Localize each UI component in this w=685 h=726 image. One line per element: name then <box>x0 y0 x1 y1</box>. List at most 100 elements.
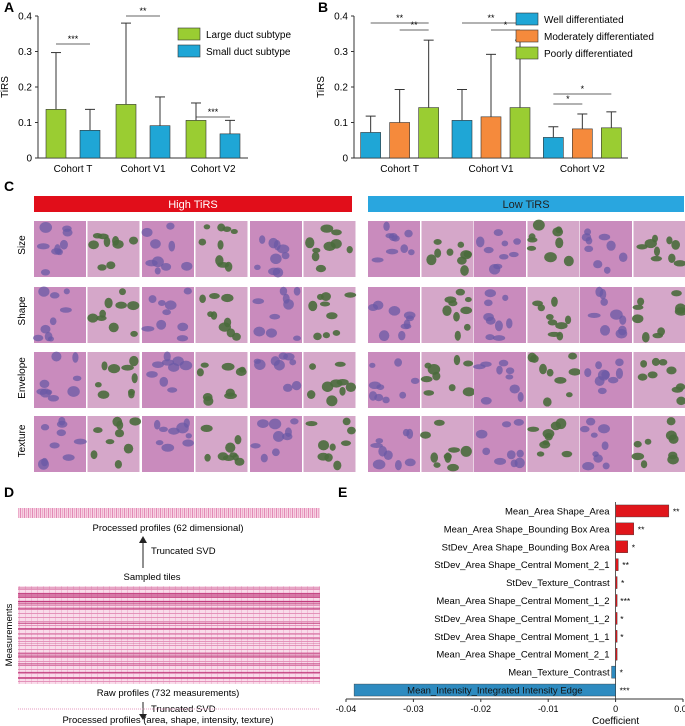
segmented-nucleus <box>658 359 668 366</box>
segmented-nucleus <box>333 460 342 471</box>
cell-nucleus <box>39 221 53 233</box>
segmented-nucleus <box>319 301 331 307</box>
cell-nucleus <box>153 419 161 430</box>
segmented-nucleus <box>317 452 330 461</box>
segmented-nucleus <box>539 441 551 449</box>
x-tick-label: -0.04 <box>336 704 357 714</box>
cell-nucleus <box>369 362 376 368</box>
cell-nucleus <box>254 264 261 270</box>
cell-nucleus <box>608 376 619 384</box>
cell-nucleus <box>475 429 488 439</box>
segmented-nucleus <box>539 363 547 375</box>
cell-nucleus <box>399 391 407 399</box>
x-tick-label: 0 <box>613 704 618 714</box>
cell-nucleus <box>378 445 388 457</box>
cell-nucleus <box>283 383 293 392</box>
segmented-nucleus <box>551 296 558 307</box>
cell-nucleus <box>62 454 75 461</box>
tissue-tile <box>142 287 194 343</box>
panel-label-c: C <box>4 178 14 194</box>
segmented-nucleus <box>94 382 102 388</box>
segmented-nucleus <box>464 296 472 303</box>
cell-nucleus <box>154 267 161 275</box>
cell-nucleus <box>593 454 603 463</box>
segmented-nucleus <box>217 240 224 250</box>
cell-nucleus <box>155 440 164 446</box>
segmented-nucleus <box>222 455 235 461</box>
cell-nucleus <box>49 442 60 449</box>
cell-nucleus <box>391 235 400 242</box>
segmented-nucleus <box>671 290 682 297</box>
significance-label: *** <box>620 596 631 606</box>
segmented-nucleus <box>340 440 352 446</box>
cell-nucleus <box>595 361 603 370</box>
segmented-nucleus <box>196 368 204 377</box>
cell-nucleus <box>272 267 284 278</box>
bar <box>418 107 439 159</box>
segmented-nucleus <box>332 330 341 336</box>
segmented-nucleus <box>632 314 644 324</box>
bar <box>149 125 171 159</box>
cell-nucleus <box>501 421 512 428</box>
cell-nucleus <box>148 295 157 304</box>
feature-label: Mean_Texture_Contrast <box>508 668 610 679</box>
segmented-nucleus <box>460 445 472 457</box>
cell-nucleus <box>400 244 409 254</box>
segmented-nucleus <box>322 332 330 339</box>
cell-nucleus <box>141 227 153 238</box>
significance-label: * <box>620 632 624 642</box>
panel-label-b: B <box>318 0 328 15</box>
segmented-nucleus <box>433 419 445 426</box>
segmented-nucleus <box>552 227 564 237</box>
segmented-nucleus <box>433 238 442 245</box>
cell-nucleus <box>371 257 384 263</box>
segmented-nucleus <box>331 229 342 236</box>
segmented-nucleus <box>454 330 461 341</box>
cell-nucleus <box>505 367 515 375</box>
segmented-nucleus <box>455 288 465 296</box>
segmented-nucleus <box>457 241 465 248</box>
y-axis-label: TiRS <box>0 76 11 98</box>
cell-nucleus <box>185 433 192 439</box>
segmented-nucleus <box>104 297 113 309</box>
segmented-nucleus <box>453 354 461 366</box>
cell-nucleus <box>603 266 611 274</box>
tissue-tile <box>421 416 474 472</box>
x-tick-label: Cohort T <box>380 164 419 175</box>
segmented-nucleus <box>632 304 644 310</box>
segmented-nucleus <box>345 382 357 393</box>
cell-nucleus <box>271 448 280 457</box>
coef-bar <box>615 522 634 536</box>
segmented-nucleus <box>308 300 318 312</box>
cell-nucleus <box>516 449 524 458</box>
cell-nucleus <box>270 253 282 264</box>
cell-nucleus <box>47 394 60 402</box>
x-axis-label: Coefficient <box>592 716 639 726</box>
cell-nucleus <box>496 365 503 375</box>
x-tick-label: Cohort V1 <box>468 164 513 175</box>
segmented-nucleus <box>653 246 661 257</box>
segmented-nucleus <box>326 395 338 407</box>
cell-nucleus <box>404 458 416 467</box>
segmented-nucleus <box>427 363 441 375</box>
cell-nucleus <box>501 240 509 247</box>
cell-nucleus <box>493 229 504 236</box>
svd-arrow-up-head <box>139 536 147 543</box>
cell-nucleus <box>260 453 268 463</box>
cell-nucleus <box>51 248 62 255</box>
segmented-nucleus <box>453 311 460 322</box>
cell-nucleus <box>282 293 290 304</box>
segmented-nucleus <box>225 388 235 397</box>
bar <box>509 107 531 159</box>
processed-profiles-bottom-label: Processed profiles (area, shape, intensi… <box>62 715 273 726</box>
cell-nucleus <box>590 432 598 438</box>
segmented-nucleus <box>198 238 207 246</box>
high-tirs-label: High TiRS <box>168 199 218 211</box>
cell-nucleus <box>601 370 610 379</box>
coef-bar <box>615 504 670 518</box>
cell-nucleus <box>600 298 608 306</box>
segmented-nucleus <box>209 292 220 300</box>
y-tick-label: 0.1 <box>18 118 32 129</box>
cell-nucleus <box>285 427 292 437</box>
cell-nucleus <box>38 458 49 470</box>
